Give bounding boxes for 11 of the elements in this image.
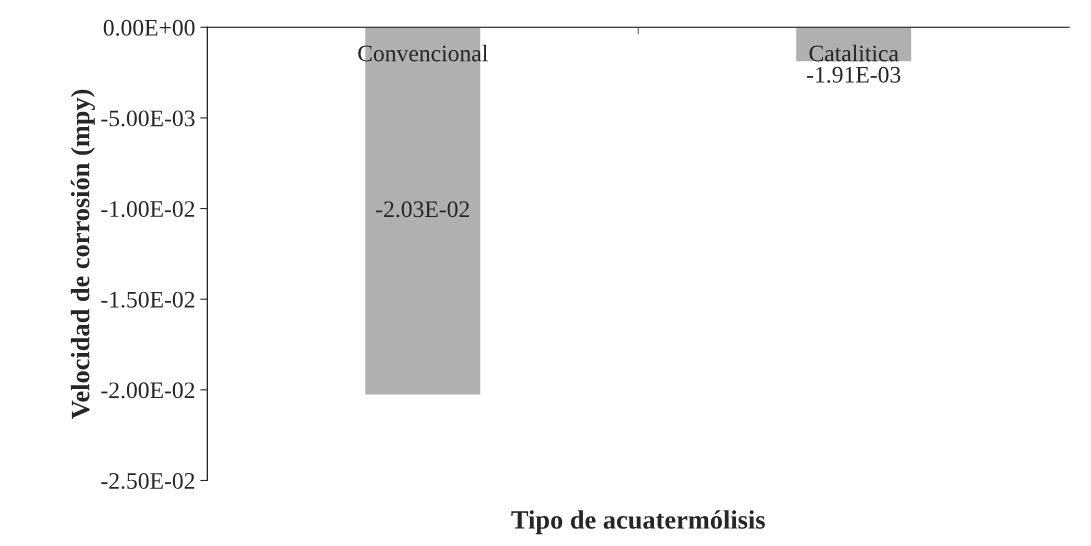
x-tick-label: Catalitica xyxy=(809,44,899,62)
y-tick-label: -2.00E-02 xyxy=(101,382,195,399)
y-tick-label: -1.00E-02 xyxy=(101,201,195,218)
y-axis-title: Velocidad de corrosión (mpy) xyxy=(70,89,95,419)
data-label: -1.91E-03 xyxy=(807,66,901,83)
y-tick-label: -5.00E-03 xyxy=(101,110,195,127)
data-label: -2.03E-02 xyxy=(376,201,469,218)
y-tick-label: -1.50E-02 xyxy=(101,291,195,308)
y-tick-label: 0.00E+00 xyxy=(103,19,195,36)
y-tick-label: -2.50E-02 xyxy=(101,472,195,490)
x-axis-title: Tipo de acuatermólisis xyxy=(511,510,765,535)
